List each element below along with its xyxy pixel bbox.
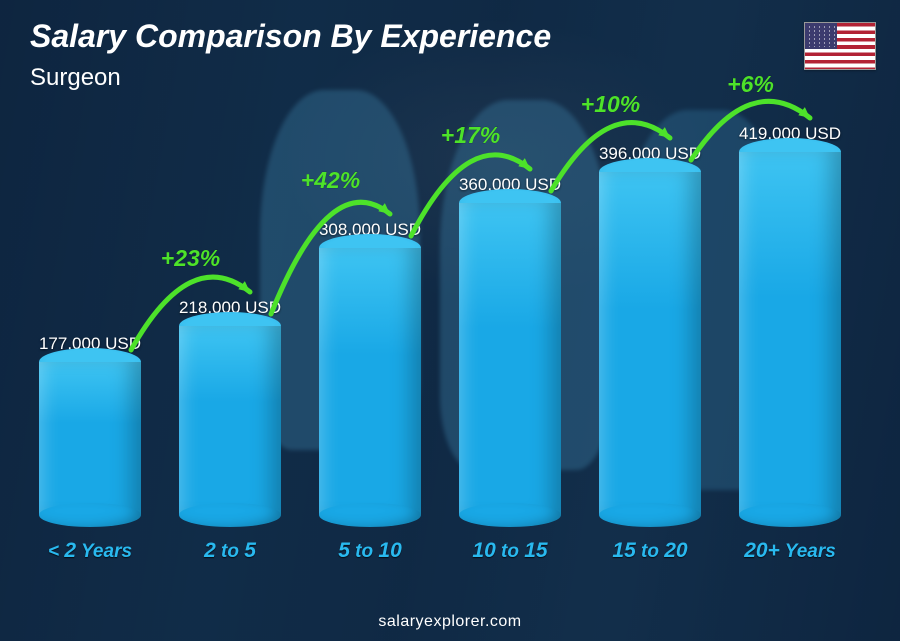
bar-bottom-ellipse (459, 503, 561, 527)
bar-front (319, 248, 421, 515)
bar (459, 203, 561, 515)
bar (739, 152, 841, 515)
bar-column: 396,000 USD15 to 20 (580, 144, 720, 563)
bar-column: 177,000 USD< 2 Years (20, 334, 160, 563)
bar-front (459, 203, 561, 515)
bar-front (599, 172, 701, 515)
bar-chart: 177,000 USD< 2 Years218,000 USD2 to 5308… (20, 110, 860, 601)
bar-column: 218,000 USD2 to 5 (160, 298, 300, 563)
bar-front (39, 362, 141, 515)
bar (319, 248, 421, 515)
bar-bottom-ellipse (319, 503, 421, 527)
bar (599, 172, 701, 515)
bar-bottom-ellipse (39, 503, 141, 527)
category-label: 5 to 10 (338, 539, 402, 563)
bar (179, 326, 281, 515)
bar-bottom-ellipse (599, 503, 701, 527)
infographic-canvas: Salary Comparison By Experience Surgeon … (0, 0, 900, 641)
category-label: 15 to 20 (612, 539, 687, 563)
page-title: Salary Comparison By Experience (30, 18, 551, 55)
bar-front (739, 152, 841, 515)
bar-bottom-ellipse (739, 503, 841, 527)
bar-front (179, 326, 281, 515)
page-subtitle: Surgeon (30, 64, 121, 92)
category-label: < 2 Years (48, 539, 132, 563)
country-flag-us (804, 22, 876, 70)
category-label: 10 to 15 (472, 539, 547, 563)
growth-pct-label: +6% (727, 71, 774, 97)
bar-column: 308,000 USD5 to 10 (300, 220, 440, 563)
bar (39, 362, 141, 515)
bar-column: 419,000 USD20+ Years (720, 124, 860, 563)
bar-bottom-ellipse (179, 503, 281, 527)
bar-column: 360,000 USD10 to 15 (440, 175, 580, 563)
footer-credit: salaryexplorer.com (0, 613, 900, 631)
category-label: 20+ Years (744, 539, 836, 563)
category-label: 2 to 5 (204, 539, 256, 563)
